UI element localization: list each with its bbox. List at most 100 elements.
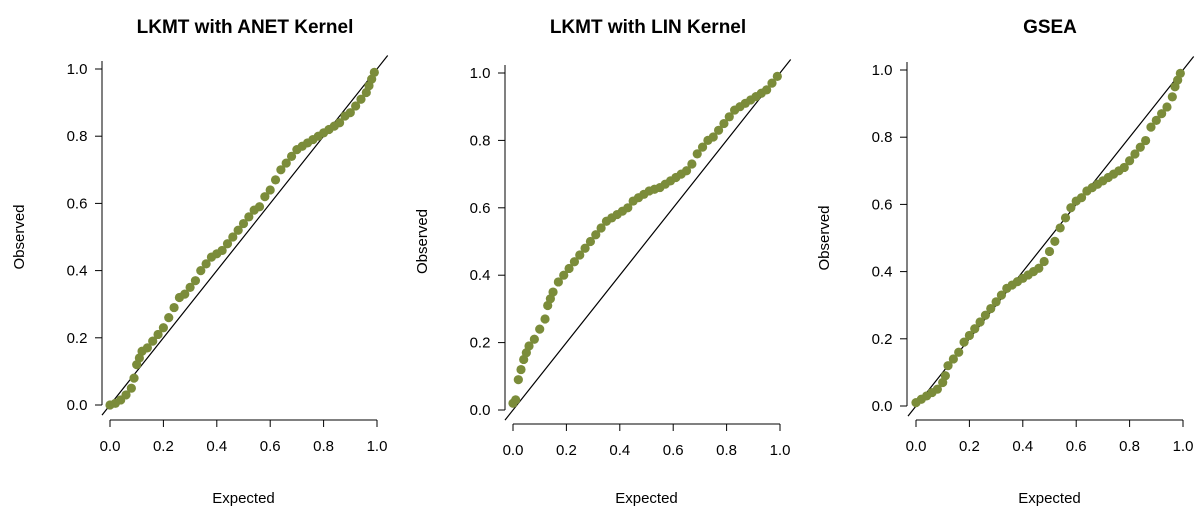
data-point: [681, 166, 692, 176]
data-point: [692, 149, 702, 159]
panel-1: LKMT with ANET Kernel 0.0 0.2 0.4 0.6 0.8 1.0 0…: [11, 17, 389, 507]
data-point: [986, 303, 996, 314]
data-point: [524, 341, 534, 351]
data-point: [1141, 135, 1151, 146]
data-point: [148, 336, 158, 346]
data-point: [569, 257, 580, 267]
data-point: [1034, 263, 1044, 273]
data-point: [1162, 102, 1172, 112]
chart-title: GSEA: [1023, 17, 1077, 38]
data-point: [351, 101, 361, 111]
y-tick-label: 0.8: [67, 128, 88, 145]
data-point: [1050, 236, 1060, 246]
panel-2: LKMT with LIN Kernel 0.0 0.2 0.4 0.6 0.8 1.0 0.…: [414, 17, 792, 507]
data-point: [1125, 156, 1135, 166]
y-tick-label: 0.2: [872, 331, 893, 348]
data-point: [369, 67, 379, 77]
y-tick-label: 0.4: [872, 264, 893, 281]
data-point: [943, 361, 953, 371]
x-tick-label: 1.0: [367, 438, 388, 455]
data-point: [1151, 115, 1161, 125]
x-tick-label: 1.0: [1173, 438, 1194, 455]
data-point: [540, 314, 550, 324]
x-tick-label: 0.6: [663, 442, 684, 459]
data-point: [356, 94, 366, 104]
data-point: [1146, 122, 1156, 132]
data-point: [1066, 203, 1076, 213]
data-point: [991, 297, 1001, 307]
data-point: [158, 323, 168, 333]
data-point: [281, 158, 291, 168]
data-point: [153, 329, 163, 340]
y-tick-label: 0.2: [67, 330, 88, 347]
data-point: [345, 108, 355, 118]
data-point: [713, 125, 724, 135]
y-tick-label: 0.6: [67, 195, 88, 212]
y-tick-label: 0.0: [872, 398, 893, 415]
data-point: [970, 324, 980, 334]
data-point: [623, 203, 633, 213]
x-tick-label: 0.2: [556, 442, 577, 459]
data-point: [535, 324, 545, 334]
data-point: [516, 364, 526, 375]
data-point: [940, 371, 950, 381]
data-point: [1157, 109, 1167, 119]
data-point: [767, 78, 777, 88]
data-point: [1135, 142, 1145, 152]
data-point: [559, 270, 569, 280]
data-point: [1076, 193, 1087, 203]
x-tick-label: 1.0: [770, 442, 791, 459]
data-point: [948, 354, 958, 364]
data-point: [129, 373, 139, 383]
data-point: [254, 202, 265, 212]
data-point: [724, 112, 734, 122]
data-point: [697, 142, 708, 152]
data-point: [529, 334, 539, 344]
reference-line: [504, 59, 792, 421]
data-point: [548, 287, 558, 297]
data-point: [169, 302, 179, 313]
data-point: [142, 343, 152, 353]
data-point: [980, 310, 991, 320]
x-axis-label: Expected: [1018, 490, 1081, 507]
x-tick-label: 0.8: [716, 442, 737, 459]
panel-3: GSEA 0.0 0.2 0.4 0.6 0.8 1.0 0.0 0.2 0.4 0.6 0.8 1.0…: [816, 17, 1195, 507]
data-point: [513, 375, 523, 385]
data-point: [201, 259, 211, 269]
data-point: [185, 282, 195, 292]
x-tick-label: 0.2: [959, 438, 980, 455]
x-tick-label: 0.0: [503, 442, 524, 459]
data-point: [190, 276, 201, 286]
data-point: [244, 212, 254, 222]
y-tick-label: 1.0: [470, 65, 491, 82]
data-point: [591, 230, 601, 240]
data-point: [233, 225, 243, 235]
y-tick-label: 0.0: [67, 397, 88, 414]
data-point: [596, 223, 606, 233]
data-point: [222, 239, 233, 249]
data-point: [585, 236, 596, 247]
chart-title: LKMT with LIN Kernel: [550, 17, 746, 38]
y-axis-label: Observed: [816, 205, 833, 270]
y-tick-label: 0.4: [470, 267, 491, 284]
y-tick-label: 0.8: [470, 132, 491, 149]
data-point: [270, 175, 281, 185]
data-point: [164, 313, 174, 323]
data-point: [121, 390, 131, 400]
y-axis-label: Observed: [414, 209, 431, 274]
x-axis-label: Expected: [212, 490, 275, 507]
reference-line: [101, 55, 389, 416]
data-point: [575, 250, 585, 260]
data-point: [708, 132, 718, 142]
data-point: [1130, 149, 1140, 159]
y-tick-label: 0.2: [470, 335, 491, 352]
x-tick-label: 0.8: [313, 438, 334, 455]
data-point: [1055, 223, 1065, 233]
data-point: [335, 118, 345, 128]
data-point: [260, 192, 270, 202]
data-point: [1167, 92, 1177, 102]
y-tick-label: 0.0: [470, 402, 491, 419]
data-point: [511, 395, 521, 405]
